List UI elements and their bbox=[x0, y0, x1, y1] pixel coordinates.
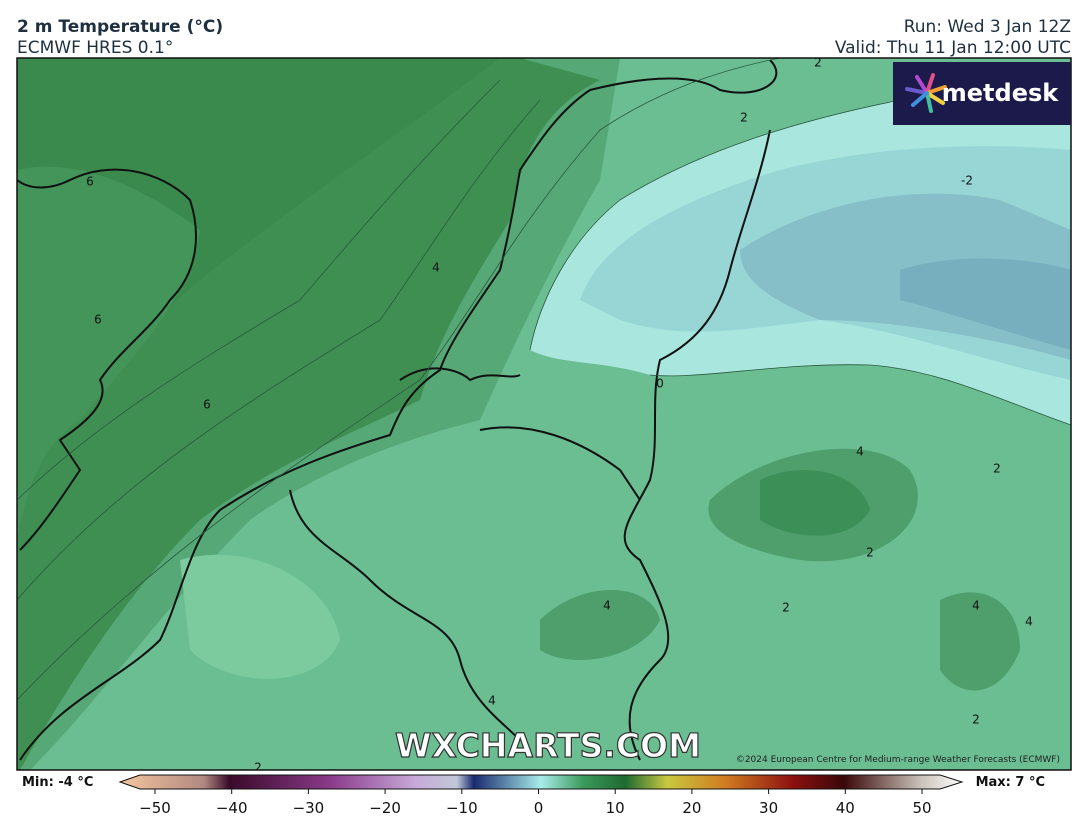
warm-patch bbox=[180, 554, 340, 679]
warm-patch bbox=[940, 592, 1020, 691]
title: 2 m Temperature (°C) bbox=[17, 17, 223, 37]
coldest-zone bbox=[900, 258, 1071, 350]
colorbar-tick-label: −30 bbox=[293, 799, 325, 817]
max-label: Max: 7 °C bbox=[976, 775, 1045, 790]
contour-label: 2 bbox=[993, 462, 1001, 476]
colorbar-tick-label: −40 bbox=[216, 799, 248, 817]
contour-label: 2 bbox=[254, 761, 262, 775]
copyright: ©2024 European Centre for Medium-range W… bbox=[736, 755, 1060, 765]
colorbar-tick-label: −50 bbox=[139, 799, 171, 817]
logo-icon bbox=[905, 73, 947, 113]
contour-label: 4 bbox=[432, 261, 440, 275]
colorbar-tick-label: 50 bbox=[912, 799, 931, 817]
contour-label: 4 bbox=[603, 599, 611, 613]
uk-land bbox=[17, 166, 200, 540]
contour-label: -2 bbox=[961, 174, 973, 188]
contour-label: 2 bbox=[814, 56, 822, 70]
logo-text: metdesk bbox=[942, 79, 1060, 107]
contour-label: 2 bbox=[866, 546, 874, 560]
contour-label: 4 bbox=[1025, 615, 1033, 629]
coastlines bbox=[17, 59, 778, 761]
watermark: WXCHARTS.COM bbox=[395, 726, 701, 765]
logo: metdesk bbox=[893, 62, 1071, 125]
contour-label: 2 bbox=[740, 111, 748, 125]
colorbar-tick-label: 30 bbox=[759, 799, 778, 817]
colorbar-ticks: −50 −40 −30 −20 −10 0 10 20 30 40 50 bbox=[139, 789, 932, 817]
contour-label: 6 bbox=[94, 313, 102, 327]
contour-label: 2 bbox=[782, 601, 790, 615]
colorbar-tick-label: −20 bbox=[369, 799, 401, 817]
colorbar-tick-label: 20 bbox=[682, 799, 701, 817]
contour-label: 4 bbox=[856, 445, 864, 459]
contour-labels: 2 2 6 4 -2 6 6 0 4 2 2 4 2 4 4 4 2 2 bbox=[86, 56, 1033, 775]
run: Run: Wed 3 Jan 12Z bbox=[904, 17, 1071, 37]
contour-label: 6 bbox=[203, 398, 211, 412]
model: ECMWF HRES 0.1° bbox=[17, 38, 173, 58]
colorbar-tick-label: 0 bbox=[534, 799, 544, 817]
contour-label: 6 bbox=[86, 175, 94, 189]
colorbar bbox=[118, 774, 964, 790]
colorbar-tick-label: −10 bbox=[446, 799, 478, 817]
contour-label: 4 bbox=[972, 599, 980, 613]
warm-patch bbox=[540, 590, 660, 660]
contour-label: 4 bbox=[488, 694, 496, 708]
colorbar-tick-label: 40 bbox=[836, 799, 855, 817]
min-label: Min: -4 °C bbox=[22, 775, 93, 790]
map-frame bbox=[16, 57, 1072, 771]
contour-label: 2 bbox=[972, 713, 980, 727]
contour-label: 0 bbox=[656, 377, 664, 391]
colorbar-tick-label: 10 bbox=[606, 799, 625, 817]
valid: Valid: Thu 11 Jan 12:00 UTC bbox=[835, 38, 1071, 58]
sea-zone bbox=[17, 58, 500, 460]
warm-patch bbox=[760, 470, 870, 536]
map: 2 2 6 4 -2 6 6 0 4 2 2 4 2 4 4 4 2 2 bbox=[17, 56, 1071, 775]
contours bbox=[17, 58, 1071, 701]
